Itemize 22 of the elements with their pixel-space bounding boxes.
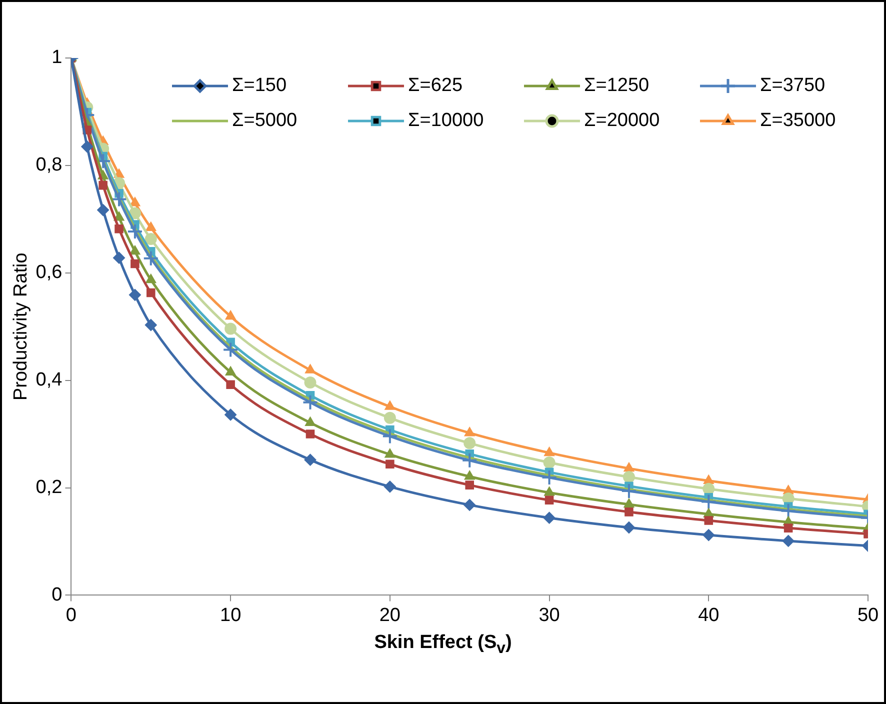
y-tick-label: 0,6 <box>36 262 62 284</box>
y-axis-title: Productivity Ratio <box>10 252 32 401</box>
x-tick-label: 50 <box>857 604 879 626</box>
legend-label: Σ=35000 <box>760 110 836 132</box>
y-tick-label: 0,4 <box>36 370 63 391</box>
x-tick-label: 40 <box>698 604 720 626</box>
legend-label: Σ=1250 <box>584 75 650 96</box>
y-tick-label: 0,8 <box>36 154 62 176</box>
y-tick-label: 0,2 <box>36 476 62 498</box>
x-tick-label: 10 <box>220 604 242 626</box>
legend-label: Σ=625 <box>408 75 463 96</box>
y-tick-label: 1 <box>52 47 62 68</box>
legend-label: Σ=10000 <box>408 110 484 132</box>
x-tick-label: 30 <box>538 604 560 626</box>
x-tick-label: 20 <box>379 604 400 626</box>
x-axis-title: Skin Effect (S$_{v}$) <box>373 632 513 658</box>
legend-label: Σ=150 <box>232 75 287 96</box>
legend-label: Σ=5000 <box>232 110 298 132</box>
x-tick-label: 0 <box>66 604 76 626</box>
legend-label: Σ=3750 <box>760 75 826 96</box>
legend-label: Σ=20000 <box>584 110 660 132</box>
y-tick-label: 0 <box>52 584 62 606</box>
